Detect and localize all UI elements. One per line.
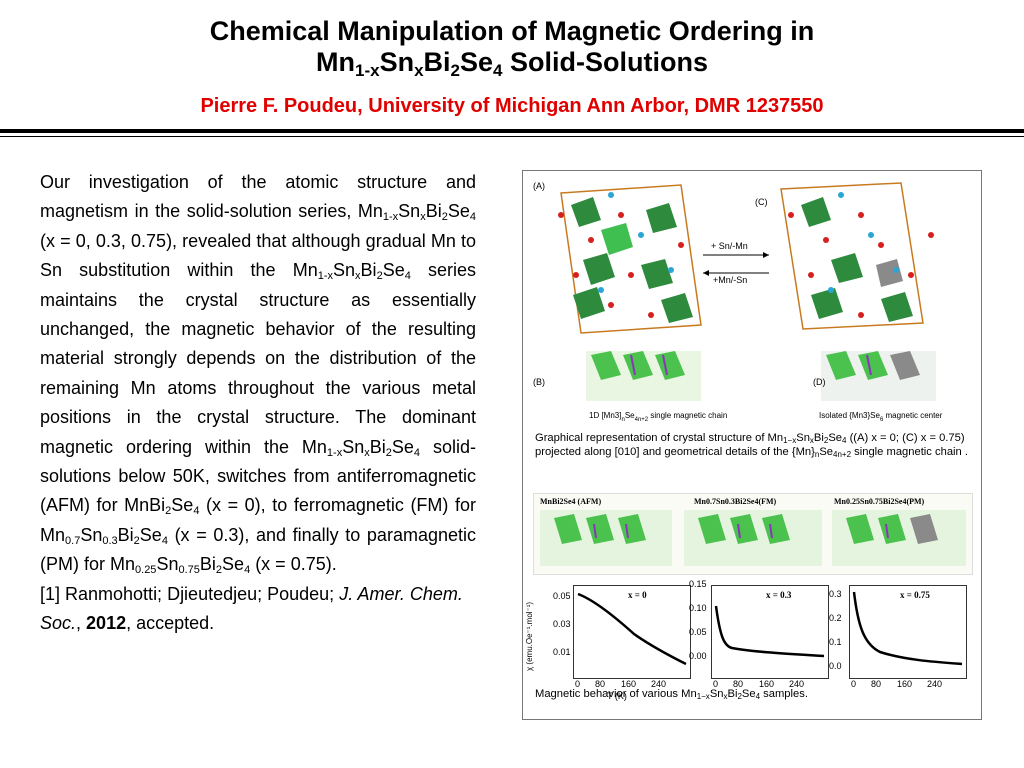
header-rule-thick — [0, 129, 1024, 133]
octahedron — [661, 293, 693, 323]
caption-structure: Graphical representation of crystal stru… — [535, 432, 968, 459]
plot-x0-curve — [577, 592, 687, 666]
octahedron — [573, 287, 605, 319]
octahedron — [801, 197, 831, 227]
octahedron — [876, 259, 903, 287]
octahedron — [881, 292, 913, 322]
plot-x0: x = 0 — [573, 585, 691, 679]
reference: [1] Ranmohotti; Djieutedjeu; Poudeu; J. … — [40, 583, 463, 634]
title-line-2: Mn1-xSnxBi2Se4 Solid-Solutions — [316, 47, 708, 80]
arrow-label-mn: +Mn/-Sn — [713, 275, 748, 285]
chain-d — [821, 351, 936, 401]
selenium-atoms — [558, 212, 934, 318]
octahedron — [571, 197, 601, 227]
plot-ylabel: χ (emu.Oe⁻¹.mol⁻¹) — [525, 601, 534, 671]
body-paragraph: Our investigation of the atomic structur… — [40, 172, 477, 577]
strip-label-fm: Mn0.7Sn0.3Bi2Se4(FM) — [694, 497, 777, 506]
figure-panel: (A) (C) (B) (D) + Sn/-Mn +Mn/-Sn 1D [Mn3… — [522, 170, 982, 720]
panel-label-a: (A) — [533, 181, 545, 191]
octahedron — [811, 288, 843, 319]
octahedron — [583, 253, 615, 285]
bismuth-atoms — [598, 192, 899, 293]
body-text: Our investigation of the atomic structur… — [40, 168, 476, 639]
octahedron — [646, 203, 677, 233]
chain-b-label: 1D [Mn3]nSe4n+2 single magnetic chain — [589, 411, 728, 423]
chain-d-label: Isolated {Mn3}Se6 magnetic center — [819, 411, 943, 423]
plot-x03-curve — [714, 605, 825, 658]
magnetic-structures-strip: MnBi2Se4 (AFM) Mn0.7Sn0.3Bi2Se4(FM) Mn0.… — [533, 493, 973, 575]
caption-magnetic: Magnetic behavior of various Mn1−xSnxBi2… — [535, 688, 808, 701]
chain-b — [586, 351, 701, 401]
slide-title: Chemical Manipulation of Magnetic Orderi… — [0, 16, 1024, 80]
plot-x03: x = 0.3 — [711, 585, 829, 679]
crystal-structure-figure — [531, 175, 971, 425]
octahedron — [641, 259, 673, 289]
octahedron — [831, 253, 863, 283]
header-rule-thin — [0, 136, 1024, 137]
arrow-label-sn: + Sn/-Mn — [711, 241, 748, 251]
plot-x075: x = 0.75 — [849, 585, 967, 679]
plot-x075-curve — [852, 591, 963, 666]
strip-graphic — [540, 510, 966, 566]
strip-label-afm: MnBi2Se4 (AFM) — [540, 497, 602, 506]
author-line: Pierre F. Poudeu, University of Michigan… — [200, 95, 824, 117]
strip-label-pm: Mn0.25Sn0.75Bi2Se4(PM) — [834, 497, 925, 506]
octahedron — [601, 223, 633, 255]
panel-label-d: (D) — [813, 377, 826, 387]
panel-label-c: (C) — [755, 197, 768, 207]
panel-label-b: (B) — [533, 377, 545, 387]
title-line-1: Chemical Manipulation of Magnetic Orderi… — [209, 16, 815, 46]
